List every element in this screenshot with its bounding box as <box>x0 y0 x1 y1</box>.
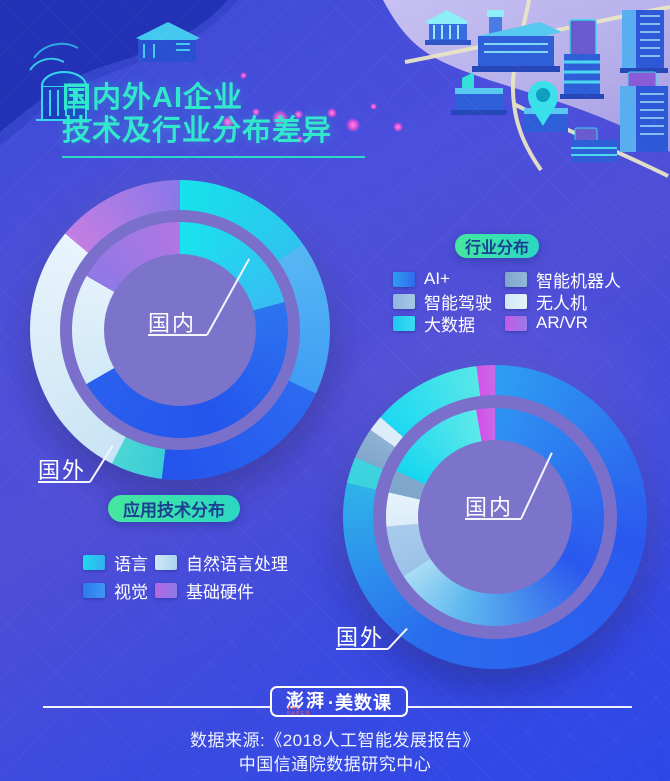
drone-swatch <box>505 293 527 309</box>
logo-brand-wrap: 澎湃 THE PAPER <box>286 691 326 717</box>
legend-item: 智能机器人 <box>505 268 621 291</box>
industry-legend: AI+ 智能驾驶 大数据 智能机器人 无人机 AR/VR <box>393 268 621 335</box>
leader-line <box>336 648 388 650</box>
vision-swatch <box>83 582 105 598</box>
legend-label: 无人机 <box>536 293 587 313</box>
ai-plus-swatch <box>393 271 415 287</box>
glow-dot <box>252 108 260 116</box>
legend-label: 基础硬件 <box>186 582 254 602</box>
glow-dot <box>370 103 377 110</box>
legend-item: 大数据 <box>393 312 505 335</box>
tech-center-disc <box>104 254 256 406</box>
tech-legend-title: 应用技术分布 <box>108 495 240 522</box>
logo-brand: 澎湃 <box>286 691 326 711</box>
page-title: 国内外AI企业 技术及行业分布差异 <box>62 82 332 148</box>
thepaper-logo: 澎湃 THE PAPER ·美数课 <box>270 686 408 717</box>
source-line1: 数据来源:《2018人工智能发展报告》 <box>189 731 481 750</box>
legend-label: 智能驾驶 <box>424 293 492 313</box>
title-line1: 国内外AI企业 <box>62 82 244 114</box>
logo-brand-sub: THE PAPER <box>287 706 312 717</box>
industry-legend-title: 行业分布 <box>455 234 539 258</box>
legend-label: 自然语言处理 <box>186 554 288 574</box>
tech-outer-ring-label: 国外 <box>38 458 87 483</box>
tech-donut-chart <box>30 180 330 480</box>
nlp-swatch <box>155 554 177 570</box>
legend-item: 视觉 <box>83 576 155 604</box>
legend-item: 无人机 <box>505 290 621 313</box>
glow-dot <box>240 72 247 79</box>
legend-label: 语言 <box>114 554 148 574</box>
glow-dot <box>393 122 403 132</box>
industry-outer-ring-label: 国外 <box>336 625 385 650</box>
robot-swatch <box>505 271 527 287</box>
big-data-swatch <box>393 315 415 331</box>
tower-building-icon <box>560 19 604 99</box>
footer-rule-right <box>408 706 632 708</box>
leader-line <box>465 518 521 520</box>
glow-dot <box>296 136 303 143</box>
office-building-icon <box>620 71 668 152</box>
footer-rule-left <box>43 706 270 708</box>
kiosk-building-icon <box>451 72 507 115</box>
ar-vr-swatch <box>505 315 527 331</box>
legend-label: AR/VR <box>536 313 588 332</box>
title-underline <box>62 156 365 158</box>
skyscraper-icon <box>620 10 668 73</box>
legend-label: 智能机器人 <box>536 271 621 291</box>
museum-building-icon <box>425 10 471 45</box>
language-swatch <box>83 554 105 570</box>
hardware-swatch <box>155 582 177 598</box>
logo-suffix: ·美数课 <box>328 692 392 713</box>
glow-dot <box>346 118 360 132</box>
glow-dot <box>327 108 337 118</box>
glow-dot <box>222 116 234 128</box>
legend-item: AI+ <box>393 268 505 290</box>
legend-item: AR/VR <box>505 312 621 334</box>
smart-driving-swatch <box>393 293 415 309</box>
legend-item: 自然语言处理 <box>155 548 288 576</box>
legend-label: 大数据 <box>424 315 475 335</box>
city-illustration <box>0 0 670 178</box>
small-building-icon <box>571 127 617 162</box>
leader-line <box>38 481 90 483</box>
tech-legend: 语言 自然语言处理 视觉 基础硬件 <box>83 548 288 604</box>
shop-icon <box>136 22 200 62</box>
glow-dot <box>294 110 303 119</box>
legend-item: 基础硬件 <box>155 576 288 604</box>
legend-label: AI+ <box>424 269 450 288</box>
legend-label: 视觉 <box>114 582 148 602</box>
title-line2: 技术及行业分布差异 <box>62 115 333 147</box>
wifi-building-icon <box>29 42 92 121</box>
leader-line <box>148 334 207 336</box>
legend-item: 语言 <box>83 548 155 576</box>
legend-item: 智能驾驶 <box>393 290 505 313</box>
industry-inner-ring-label: 国内 <box>465 495 514 520</box>
industry-donut-chart <box>343 365 647 669</box>
factory-building-icon <box>472 10 562 72</box>
source-line2: 中国信通院数据研究中心 <box>238 755 432 774</box>
glow-dot <box>272 110 288 126</box>
map-pin-icon <box>524 81 568 132</box>
tech-inner-ring-label: 国内 <box>148 311 197 336</box>
